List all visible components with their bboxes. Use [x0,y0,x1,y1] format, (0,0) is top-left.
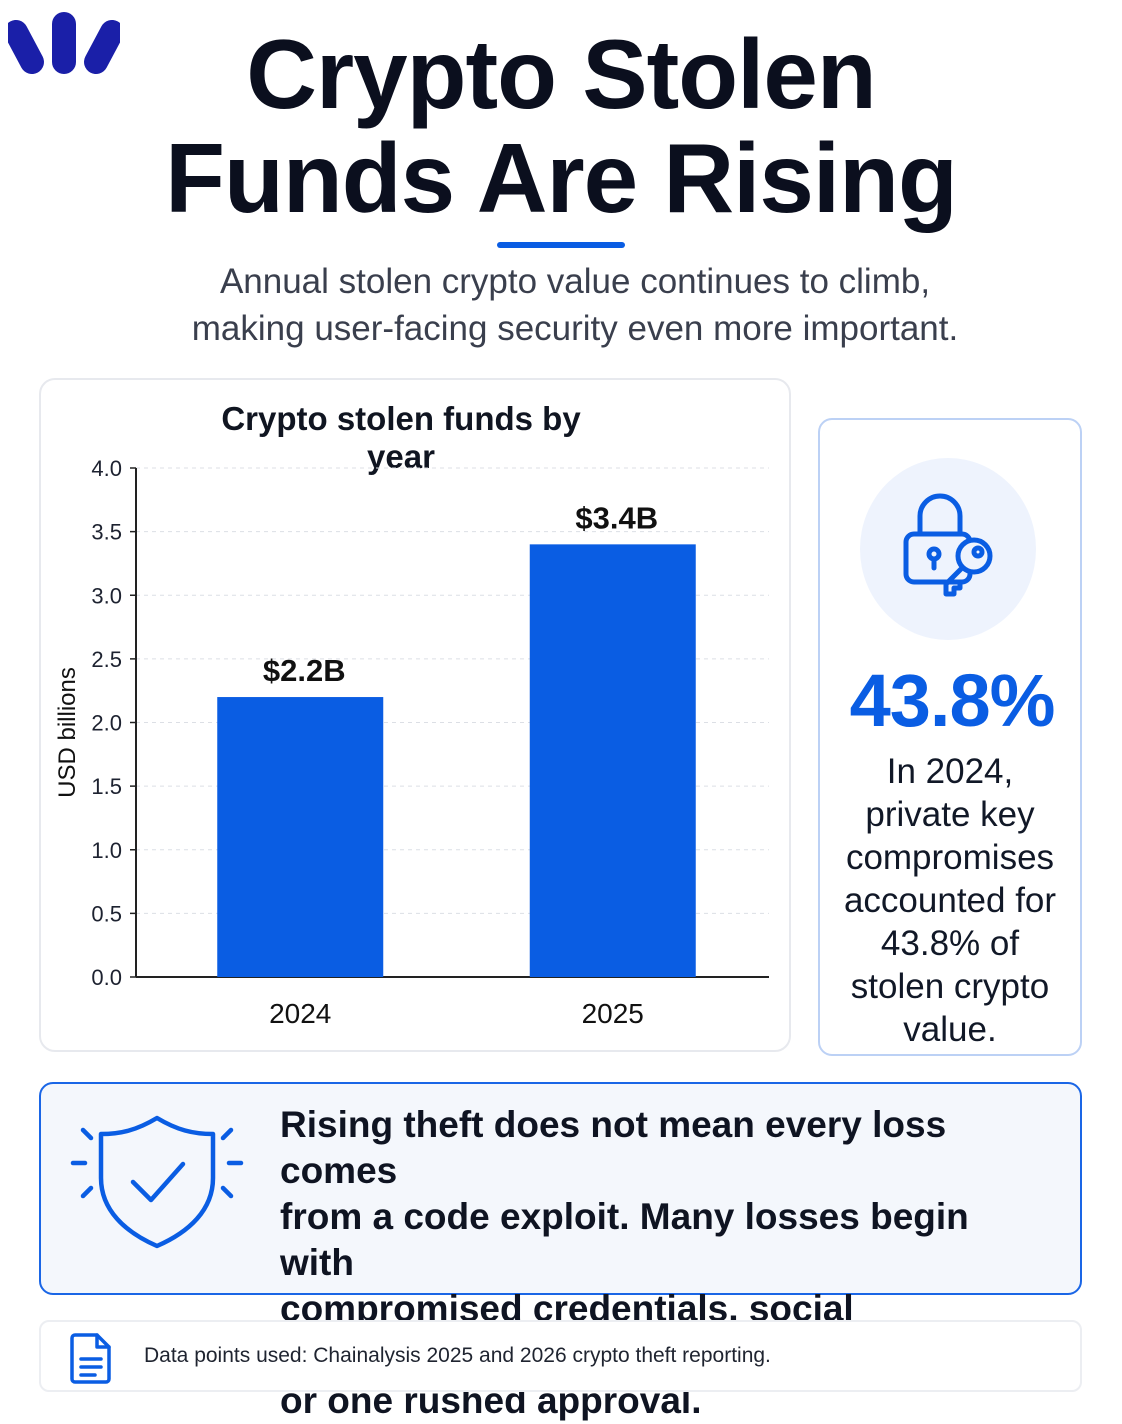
chart-card: Crypto stolen funds by year 0.0 0.5 1.0 1.5… [39,378,791,1052]
lock-key-icon [903,493,993,597]
brand-logo [8,12,120,75]
stat-icon-background [860,458,1036,640]
stat-card: 43.8% In 2024, private key compromises a… [818,418,1082,1056]
subtitle-line-1: Annual stolen crypto value continues to … [219,262,931,301]
x-tick-label-2025: 2025 [582,998,644,1029]
y-tick-label: 1.5 [91,774,122,799]
callout-line: Rising theft does not mean every loss co… [280,1104,947,1191]
stat-line: accounted for [843,881,1057,920]
stat-line: private key [865,795,1035,834]
document-icon [70,1333,111,1384]
page-title: Crypto Stolen Funds Are Rising [0,22,1122,230]
y-tick-label: 1.0 [91,838,122,863]
stat-value: 43.8% [849,659,1056,742]
chart-title: Crypto stolen funds by year [221,400,581,475]
title-underline [497,242,625,248]
stat-line: 43.8% of [880,924,1020,963]
data-label-2025: $3.4B [575,500,658,535]
y-tick-label: 3.5 [91,520,122,545]
stat-description: In 2024, private key compromises account… [820,750,1080,1051]
stat-line: value. [903,1010,997,1049]
page-title-line-1: Crypto Stolen [246,19,876,129]
footnote-box: Data points used: Chainalysis 2025 and 2… [39,1320,1082,1392]
y-axis-label: USD billions [54,667,81,798]
shield-check-icon [70,1115,244,1249]
y-tick-label: 2.0 [91,711,122,736]
data-label-2024: $2.2B [263,653,346,688]
page-title-line-2: Funds Are Rising [165,123,958,233]
x-tick-label-2024: 2024 [269,998,331,1029]
y-tick-label: 4.0 [91,456,122,481]
callout-box: Rising theft does not mean every loss co… [39,1082,1082,1421]
bar-2025 [529,544,696,977]
stat-line: compromises [845,838,1055,877]
callout-line: from a code exploit. Many losses begin w… [280,1196,969,1283]
stat-line: In 2024, [886,752,1014,791]
subtitle-line-2: making user-facing security even more im… [191,309,959,348]
bar-chart: 0.0 0.5 1.0 1.5 2.0 2.5 3.0 3.5 4.0 USD billions $… [54,456,769,1029]
y-tick-label: 2.5 [91,647,122,672]
y-tick-label: 0.0 [91,965,122,990]
page-subtitle: Annual stolen crypto value continues to … [0,258,1122,352]
footnote-text: Data points used: Chainalysis 2025 and 2… [144,1344,771,1367]
bar-2024 [217,697,384,977]
stat-line: stolen crypto [850,967,1050,1006]
y-tick-label: 3.0 [91,583,122,608]
y-tick-label: 0.5 [91,901,122,926]
